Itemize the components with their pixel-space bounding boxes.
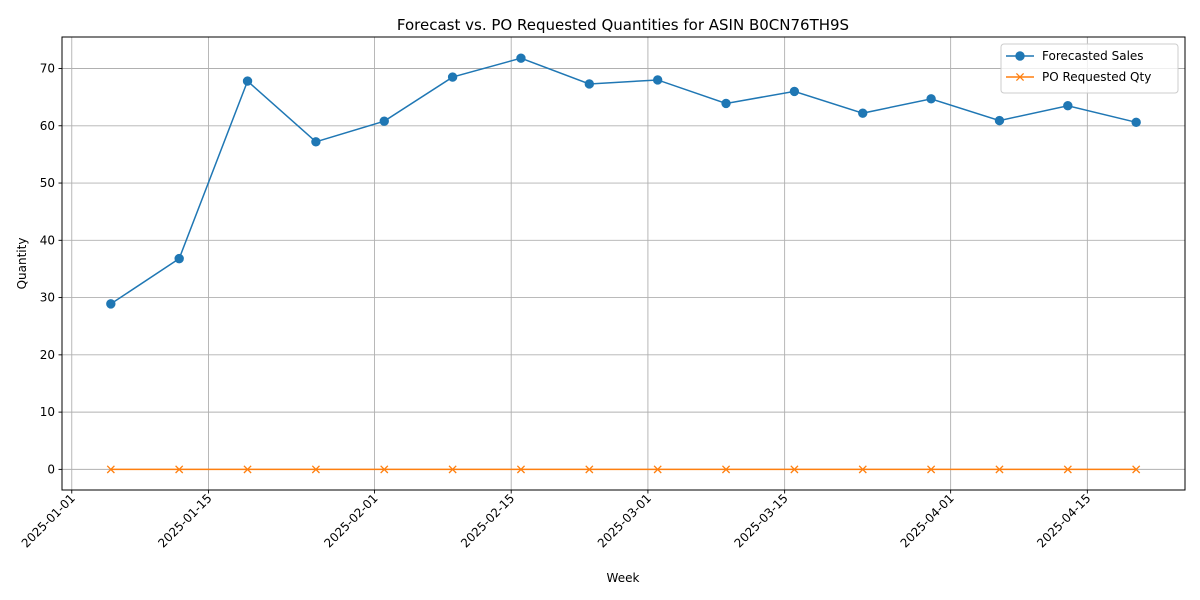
series-1-point [994, 115, 1005, 126]
legend-item-2: PO Requested Qty [1006, 70, 1151, 84]
series-1-point [379, 116, 389, 126]
series-1-point [516, 53, 526, 63]
x-tick-label: 2025-02-15 [458, 491, 517, 550]
y-tick-label: 30 [40, 291, 55, 305]
x-tick-label: 2025-03-01 [595, 491, 654, 550]
series-2-point [653, 465, 662, 474]
series-2-point [1063, 465, 1072, 474]
y-tick-label: 40 [40, 233, 55, 247]
x-tick-label: 2025-01-15 [155, 491, 214, 550]
legend-item-2-label: PO Requested Qty [1042, 70, 1151, 84]
legend: Forecasted Sales PO Requested Qty [1000, 43, 1179, 94]
y-axis-title: Quantity [15, 238, 29, 290]
series-2 [106, 465, 1141, 474]
legend-item-2-marker [1015, 72, 1025, 82]
axes: 0 10 20 30 40 50 60 70 2025-01-01 2025-01-15 2025-… [19, 61, 1094, 550]
y-tick-label: 20 [40, 348, 55, 362]
series-1-point [1131, 117, 1141, 128]
series-1-point [584, 79, 595, 89]
y-tick-label: 10 [40, 405, 55, 419]
series-1-point [174, 253, 184, 264]
series-2-point [721, 465, 731, 474]
series-1-point [926, 94, 936, 104]
legend-item-1-label: Forecasted Sales [1042, 49, 1144, 63]
series-2-point [311, 465, 320, 474]
series-2-point [448, 465, 457, 474]
series-1-point [311, 137, 321, 147]
series-2-point [243, 465, 252, 474]
y-tick-label: 50 [40, 176, 55, 190]
series-1-point [106, 299, 116, 309]
series-1-point [242, 76, 253, 86]
series-1-point [858, 108, 868, 118]
series-2-point [858, 465, 867, 474]
series-2-point [790, 465, 799, 474]
x-tick-label: 2025-03-15 [732, 491, 791, 550]
series-1-line [110, 57, 1137, 305]
series-1-point [652, 75, 663, 85]
series-layer [106, 53, 1141, 474]
series-2-point [516, 465, 526, 474]
x-tick-label: 2025-04-01 [898, 491, 957, 550]
series-1-point [789, 86, 800, 97]
series-1-point [447, 72, 458, 82]
y-tick-label: 0 [47, 462, 55, 476]
plot-frame [61, 36, 1186, 491]
x-tick-label: 2025-04-15 [1034, 491, 1093, 550]
series-2-point [995, 465, 1004, 474]
y-tick-label: 70 [40, 61, 55, 75]
x-tick-label: 2025-01-01 [19, 491, 78, 550]
series-2-point [1132, 465, 1141, 474]
legend-item-1: Forecasted Sales [1006, 49, 1144, 63]
legend-box [1000, 43, 1179, 94]
x-axis-title: Week [607, 571, 640, 585]
series-1-point [1063, 101, 1073, 111]
series-2-point [175, 465, 184, 474]
y-tick-label: 60 [40, 119, 55, 133]
chart-title: Forecast vs. PO Requested Quantities for… [397, 16, 849, 34]
series-2-point [380, 465, 389, 474]
series-2-point [106, 465, 115, 474]
x-tick-label: 2025-02-01 [321, 491, 380, 550]
series-1 [106, 53, 1141, 309]
legend-item-1-marker [1015, 51, 1025, 61]
grid [62, 37, 1185, 490]
series-2-point [927, 465, 936, 474]
series-1-point [721, 98, 731, 109]
series-2-point [585, 465, 594, 474]
